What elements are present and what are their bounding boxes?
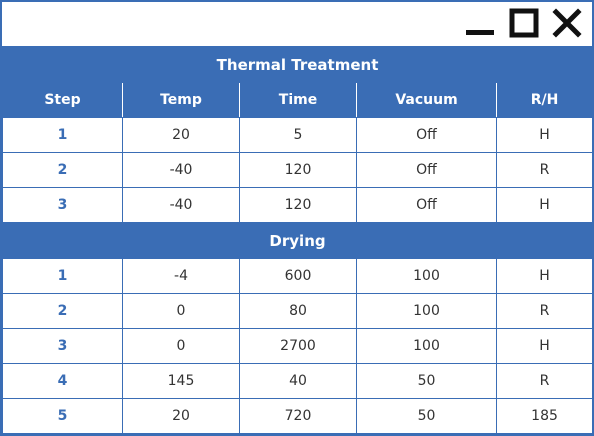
cell-step: 2 bbox=[2, 293, 123, 329]
cell-step: 1 bbox=[2, 117, 123, 153]
cell-vacuum: 100 bbox=[356, 258, 497, 294]
cell-rh: R bbox=[495, 152, 594, 188]
cell-rh: H bbox=[495, 117, 594, 153]
table-row: 4 145 40 50 R bbox=[2, 363, 594, 399]
section-header-row: Drying bbox=[1, 222, 594, 259]
cell-vacuum: 100 bbox=[356, 293, 497, 329]
cell-rh: H bbox=[495, 328, 594, 364]
cell-temp: 20 bbox=[122, 117, 240, 153]
cell-temp: 0 bbox=[122, 293, 240, 329]
cell-vacuum: 50 bbox=[356, 363, 497, 399]
cell-step: 4 bbox=[2, 363, 123, 399]
cell-time: 720 bbox=[239, 398, 357, 434]
table-row: 2 -40 120 Off R bbox=[2, 152, 594, 188]
column-header-step: Step bbox=[2, 82, 123, 118]
cell-temp: -4 bbox=[122, 258, 240, 294]
table-row: 1 20 5 Off H bbox=[2, 117, 594, 153]
cell-time: 40 bbox=[239, 363, 357, 399]
cell-vacuum: Off bbox=[356, 152, 497, 188]
cell-temp: -40 bbox=[122, 187, 240, 223]
cell-step: 3 bbox=[2, 328, 123, 364]
cell-temp: -40 bbox=[122, 152, 240, 188]
cell-time: 80 bbox=[239, 293, 357, 329]
cell-rh: 185 bbox=[495, 398, 594, 434]
table-row: 5 20 720 50 185 bbox=[2, 398, 594, 434]
column-header-row: Step Temp Time Vacuum R/H bbox=[2, 82, 594, 118]
section-title: Thermal Treatment bbox=[1, 46, 594, 83]
cell-vacuum: Off bbox=[356, 117, 497, 153]
table-row: 1 -4 600 100 H bbox=[2, 258, 594, 294]
cell-rh: H bbox=[495, 258, 594, 294]
cell-vacuum: 50 bbox=[356, 398, 497, 434]
cell-step: 5 bbox=[2, 398, 123, 434]
maximize-icon[interactable] bbox=[509, 8, 539, 38]
minimize-icon[interactable] bbox=[465, 8, 495, 38]
section-title: Drying bbox=[1, 222, 594, 259]
cell-temp: 145 bbox=[122, 363, 240, 399]
table-row: 3 -40 120 Off H bbox=[2, 187, 594, 223]
cell-step: 2 bbox=[2, 152, 123, 188]
cell-rh: R bbox=[495, 293, 594, 329]
cell-rh: H bbox=[495, 187, 594, 223]
column-header-rh: R/H bbox=[495, 82, 594, 118]
column-header-vacuum: Vacuum bbox=[356, 82, 497, 118]
cell-vacuum: Off bbox=[356, 187, 497, 223]
close-icon[interactable] bbox=[552, 8, 582, 38]
cell-vacuum: 100 bbox=[356, 328, 497, 364]
title-bar bbox=[2, 2, 592, 46]
cell-temp: 0 bbox=[122, 328, 240, 364]
cell-step: 3 bbox=[2, 187, 123, 223]
cell-temp: 20 bbox=[122, 398, 240, 434]
table-row: 2 0 80 100 R bbox=[2, 293, 594, 329]
section-header-row: Thermal Treatment bbox=[1, 46, 594, 83]
cell-time: 120 bbox=[239, 187, 357, 223]
column-header-time: Time bbox=[239, 82, 357, 118]
treatment-table: Thermal Treatment Step Temp Time Vacuum … bbox=[1, 46, 594, 434]
cell-time: 2700 bbox=[239, 328, 357, 364]
column-header-temp: Temp bbox=[122, 82, 240, 118]
cell-time: 600 bbox=[239, 258, 357, 294]
cell-time: 5 bbox=[239, 117, 357, 153]
cell-step: 1 bbox=[2, 258, 123, 294]
cell-time: 120 bbox=[239, 152, 357, 188]
table-row: 3 0 2700 100 H bbox=[2, 328, 594, 364]
cell-rh: R bbox=[495, 363, 594, 399]
